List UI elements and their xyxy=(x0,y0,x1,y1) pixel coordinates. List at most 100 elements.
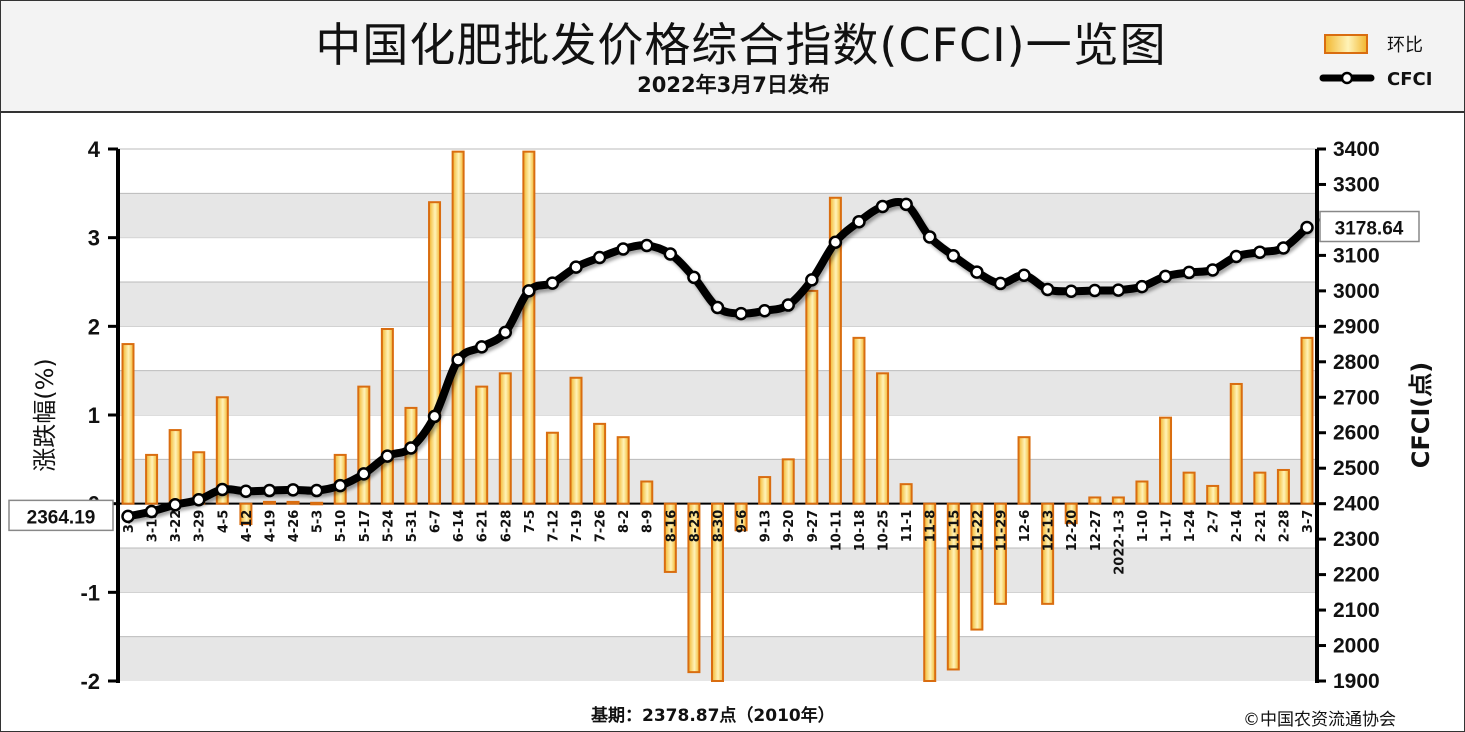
bar-3-7 xyxy=(1300,336,1314,505)
bar-9-27 xyxy=(805,289,819,505)
cfci-point-4-19 xyxy=(262,483,277,498)
legend-line-label: CFCI xyxy=(1387,69,1432,90)
x-label-4-19: 4-19 xyxy=(263,510,278,543)
bar-4-19 xyxy=(262,500,276,505)
cfci-point-11-8 xyxy=(922,230,937,244)
right-tick-label: 3000 xyxy=(1333,280,1380,303)
x-label-2022-1-3: 2022-1-3 xyxy=(1112,510,1127,575)
cfci-point-2022-1-3 xyxy=(1111,283,1126,297)
x-label-12-13: 12-13 xyxy=(1042,510,1057,552)
bar-6-14 xyxy=(451,150,465,505)
cfci-point-11-15 xyxy=(946,249,961,263)
start-callout-box xyxy=(8,499,114,532)
right-tick-label: 2800 xyxy=(1333,351,1380,374)
base-period-note: 基期：2378.87点（2010年） xyxy=(591,706,835,726)
cfci-point-7-5 xyxy=(522,284,536,298)
x-label-9-20: 9-20 xyxy=(782,510,797,543)
cfci-point-5-17 xyxy=(357,467,371,481)
x-label-4-12: 4-12 xyxy=(240,510,255,543)
cfci-line-series xyxy=(121,197,1314,524)
bar-5-31 xyxy=(404,406,418,505)
bar-10-25 xyxy=(876,372,890,505)
cfci-point-8-16 xyxy=(663,247,678,261)
x-label-8-2: 8-2 xyxy=(617,510,632,533)
x-label-9-6: 9-6 xyxy=(735,510,750,533)
right-tick-label: 2500 xyxy=(1333,457,1380,480)
x-label-9-27: 9-27 xyxy=(806,510,821,543)
cfci-point-8-30 xyxy=(710,300,725,315)
x-label-10-11: 10-11 xyxy=(829,510,844,552)
x-label-1-24: 1-24 xyxy=(1183,510,1198,543)
bar-8-2 xyxy=(616,436,630,505)
cfci-point-6-21 xyxy=(474,340,489,354)
right-tick-label: 3100 xyxy=(1333,244,1380,267)
x-label-4-5: 4-5 xyxy=(216,510,231,533)
cfci-point-12-6 xyxy=(1017,268,1031,283)
cfci-point-12-27 xyxy=(1088,283,1102,298)
cfci-point-9-27 xyxy=(805,273,819,287)
cfci-point-1-10 xyxy=(1135,279,1149,294)
cfci-point-3-22 xyxy=(168,497,182,512)
left-tick-label: -2 xyxy=(80,669,100,694)
x-label-11-15: 11-15 xyxy=(947,510,962,552)
bar-9-6 xyxy=(734,502,748,532)
x-label-7-19: 7-19 xyxy=(570,510,585,543)
right-tick-label: 3300 xyxy=(1333,173,1380,196)
bar-10-18 xyxy=(852,336,866,505)
x-label-5-3: 5-3 xyxy=(311,510,326,533)
cfci-point-5-31 xyxy=(404,441,418,455)
cfci-point-5-3 xyxy=(309,483,324,498)
right-tick-label: 2600 xyxy=(1333,422,1380,445)
bar-4-5 xyxy=(215,396,229,505)
right-tick-label: 2200 xyxy=(1333,564,1380,587)
bar-3-22 xyxy=(168,429,182,505)
x-label-12-6: 12-6 xyxy=(1018,510,1033,543)
bar-8-23 xyxy=(687,502,701,674)
right-tick-label: 2000 xyxy=(1333,635,1380,658)
bar-8-9 xyxy=(640,480,654,505)
bar-4-12 xyxy=(239,502,253,526)
start-callout-label: 2364.19 xyxy=(27,507,96,528)
cfci-point-7-19 xyxy=(569,260,583,274)
bar-11-29 xyxy=(993,502,1007,605)
cfci-point-11-22 xyxy=(970,265,984,279)
cfci-point-4-12 xyxy=(239,484,253,499)
bar-2-14 xyxy=(1229,382,1243,505)
cfci-point-2-28 xyxy=(1276,241,1291,255)
bar-6-28 xyxy=(498,372,512,505)
bar-5-3 xyxy=(310,501,324,506)
bar-12-20 xyxy=(1064,502,1078,525)
cfci-point-8-23 xyxy=(687,270,701,285)
cfci-point-9-13 xyxy=(757,303,772,318)
x-label-11-8: 11-8 xyxy=(924,510,939,543)
bar-3-15 xyxy=(145,453,159,505)
x-label-3-22: 3-22 xyxy=(169,510,184,543)
cfci-point-6-7 xyxy=(427,409,442,424)
bar-12-13 xyxy=(1041,502,1055,605)
cfci-point-6-14 xyxy=(451,353,465,367)
bar-1-17 xyxy=(1159,416,1173,505)
bar-2-28 xyxy=(1276,468,1290,505)
cfci-point-4-26 xyxy=(286,483,300,497)
copyright-note: ©中国农资流通协会 xyxy=(1243,710,1396,730)
left-tick-label: 4 xyxy=(88,137,101,162)
bar-series xyxy=(121,150,1314,682)
cfci-point-1-24 xyxy=(1182,265,1196,280)
bar-7-26 xyxy=(593,422,607,505)
cfci-point-10-25 xyxy=(875,199,890,214)
cfci-point-2-14 xyxy=(1229,249,1244,264)
bar-3-8 xyxy=(121,343,135,505)
x-label-3-29: 3-29 xyxy=(193,510,208,543)
bar-7-5 xyxy=(522,150,536,505)
bar-10-11 xyxy=(828,196,842,505)
x-label-11-29: 11-29 xyxy=(994,510,1009,552)
end-callout-label: 3178.64 xyxy=(1335,219,1404,240)
x-label-10-25: 10-25 xyxy=(877,510,892,552)
cfci-point-3-7 xyxy=(1300,220,1314,235)
chart-header: 中国化肥批发价格综合指数(CFCI)一览图 2022年3月7日发布 xyxy=(1,1,1464,113)
cfci-point-7-26 xyxy=(592,250,607,265)
x-label-2-14: 2-14 xyxy=(1230,510,1245,543)
left-tick-label: 3 xyxy=(88,226,100,251)
x-label-12-27: 12-27 xyxy=(1089,510,1104,552)
